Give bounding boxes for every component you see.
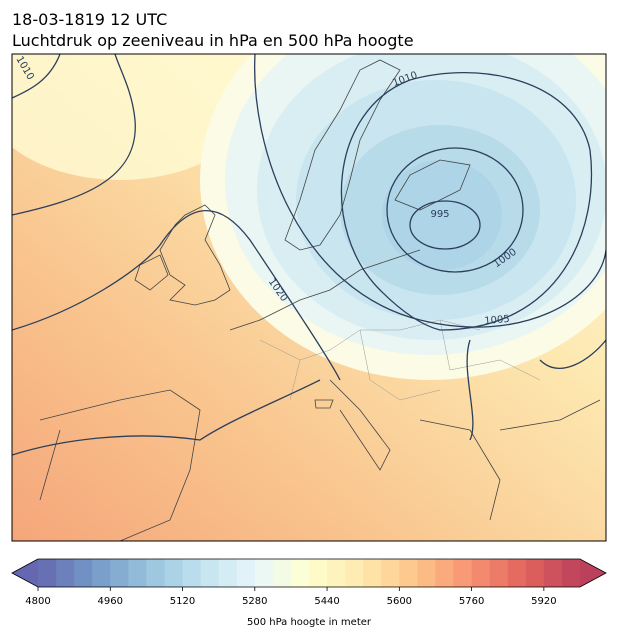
colorbar-tick-label: 5440 — [314, 596, 339, 607]
colorbar-bin — [110, 559, 129, 587]
coastline — [314, 379, 601, 521]
isobar — [386, 147, 524, 273]
shading — [382, 160, 502, 270]
isobar — [12, 209, 341, 456]
colorbar-bin — [182, 559, 202, 587]
colorbar-bin — [74, 559, 93, 587]
colorbar-bin — [200, 559, 220, 587]
coastline — [39, 249, 421, 541]
colorbar-tick-label: 4960 — [98, 596, 123, 607]
coastline — [134, 254, 169, 291]
colorbar: 4800 4960 5120 5280 5440 5600 5760 5920 — [11, 558, 607, 607]
coastline — [159, 204, 231, 306]
colorbar-label: 500 hPa hoogte in meter — [247, 617, 372, 628]
colorbar-bin — [236, 559, 256, 587]
colorbar-bin — [128, 559, 147, 587]
colorbar-bin — [453, 559, 473, 587]
shading — [12, 54, 260, 180]
isobar — [254, 54, 606, 328]
colorbar-tick-label: 5920 — [531, 596, 556, 607]
colorbar-bin — [218, 559, 238, 587]
isobar — [12, 54, 136, 216]
colorbar-bin — [561, 559, 581, 587]
colorbar-bin — [290, 559, 310, 587]
colorbar-bin — [146, 559, 165, 587]
colorbar-bin — [254, 559, 274, 587]
colorbar-bin — [56, 559, 75, 587]
isobar — [409, 200, 481, 250]
isobar — [466, 339, 606, 441]
colorbar-tick-label: 5120 — [170, 596, 195, 607]
map-frame — [11, 53, 607, 542]
colorbar-bin — [345, 559, 364, 587]
colorbar-tick-label: 4800 — [25, 596, 50, 607]
isobar — [340, 72, 593, 331]
isobar-label: 995 — [430, 209, 449, 220]
colorbar-bin — [327, 559, 346, 587]
colorbar-bin — [471, 559, 491, 587]
colorbar-bin — [164, 559, 184, 587]
subtitle: Luchtdruk op zeeniveau in hPa en 500 hPa… — [12, 31, 414, 50]
colorbar-bin — [525, 559, 545, 587]
country-border — [259, 319, 541, 401]
colorbar-tick-label: 5760 — [459, 596, 484, 607]
colorbar-bin — [507, 559, 527, 587]
colorbar-bin — [381, 559, 400, 587]
coastline — [284, 59, 401, 251]
colorbar-bin — [417, 559, 436, 587]
colorbar-bin — [489, 559, 509, 587]
isobar — [12, 54, 61, 99]
coastline — [394, 159, 471, 211]
title: 18-03-1819 12 UTC — [12, 10, 167, 29]
colorbar-bin — [399, 559, 418, 587]
colorbar-extend-high — [580, 559, 606, 587]
colorbar-tick-label: 5280 — [242, 596, 267, 607]
colorbar-extend-low — [12, 559, 38, 587]
colorbar-bin — [435, 559, 455, 587]
colorbar-bin — [309, 559, 328, 587]
colorbar-bin — [38, 559, 57, 587]
colorbar-bin — [543, 559, 563, 587]
colorbar-tick-label: 5600 — [387, 596, 412, 607]
isobar-label: 1005 — [484, 314, 510, 327]
colorbar-bin — [363, 559, 382, 587]
colorbar-outline — [11, 558, 607, 588]
colorbar-bin — [92, 559, 111, 587]
colorbar-bin — [272, 559, 292, 587]
